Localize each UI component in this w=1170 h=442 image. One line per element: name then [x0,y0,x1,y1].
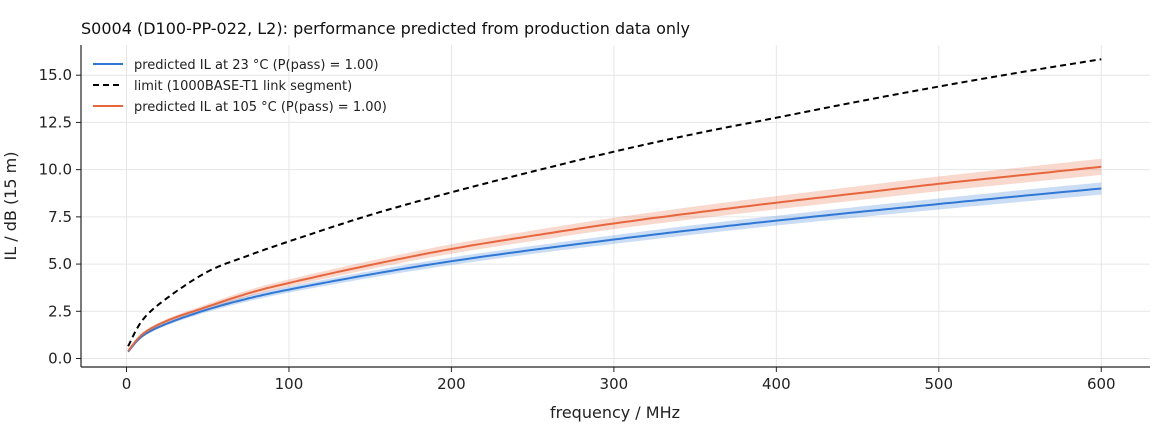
y-axis-label: IL / dB (15 m) [1,152,20,261]
legend-label-2: predicted IL at 105 °C (P(pass) = 1.00) [134,100,387,115]
x-axis-label: frequency / MHz [550,403,680,422]
x-tick-label: 400 [762,375,791,393]
y-tick-label: 0.0 [48,350,72,368]
x-tick-label: 100 [275,375,304,393]
x-tick-label: 200 [437,375,466,393]
series-lines [127,58,1102,353]
series-line-1 [127,58,1102,347]
axes [80,45,1150,368]
series-line-0 [127,187,1102,353]
series-line-2 [127,165,1102,352]
x-tick-label: 0 [122,375,132,393]
y-tick-label: 15.0 [39,66,72,84]
y-ticks: 0.0 2.5 5.0 7.5 10.0 12.5 15.0 [39,66,81,368]
y-tick-label: 5.0 [48,255,72,273]
y-tick-label: 10.0 [39,161,72,179]
y-tick-label: 7.5 [48,208,72,226]
legend-label-1: limit (1000BASE-T1 link segment) [134,79,352,94]
confidence-band-0 [128,182,1102,353]
x-tick-label: 500 [924,375,953,393]
confidence-bands [128,158,1102,353]
confidence-band-2 [128,158,1102,352]
chart-title: S0004 (D100-PP-022, L2): performance pre… [81,19,690,38]
x-tick-label: 300 [600,375,629,393]
grid [81,45,1150,367]
legend-label-0: predicted IL at 23 °C (P(pass) = 1.00) [134,58,379,73]
legend: predicted IL at 23 °C (P(pass) = 1.00) li… [93,58,387,115]
y-tick-label: 2.5 [48,302,72,320]
x-tick-label: 600 [1087,375,1116,393]
y-tick-label: 12.5 [39,113,72,131]
x-ticks: 0 100 200 300 400 500 600 [122,367,1116,393]
